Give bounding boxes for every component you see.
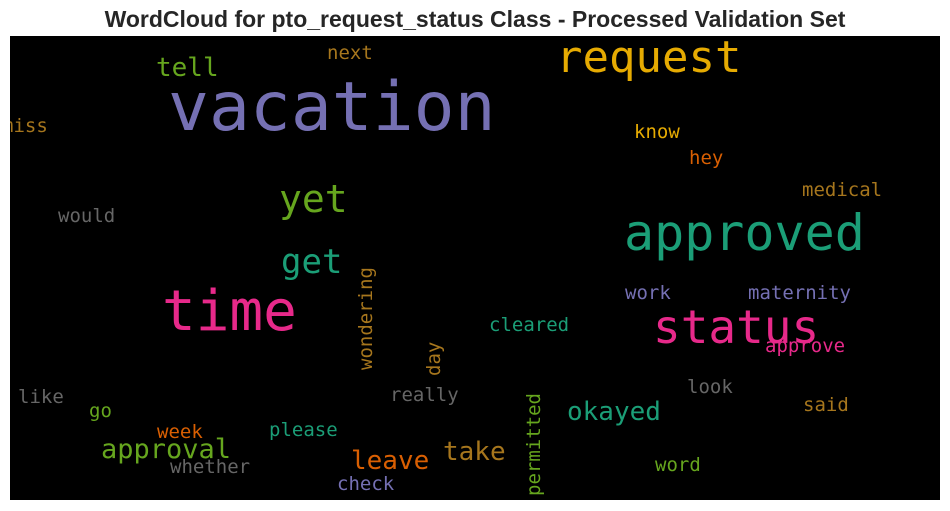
word-like: like [18,386,64,408]
word-approve: approve [765,335,845,357]
word-word: word [655,454,701,476]
word-whether: whether [170,456,250,478]
word-miss: miss [10,115,48,137]
word-leave: leave [351,446,429,476]
word-get: get [281,242,342,282]
word-next: next [327,42,373,64]
chart-title: WordCloud for pto_request_status Class -… [104,6,846,32]
word-check: check [337,473,395,495]
word-permitted: permitted [523,393,545,496]
word-tell: tell [156,53,219,83]
word-would: would [58,205,115,227]
word-approved: approved [624,204,865,262]
word-yet: yet [279,177,348,221]
word-vacation: vacation [168,68,496,147]
word-maternity: maternity [748,282,851,304]
wordcloud-canvas: vacation approved time status request yet get a… [10,36,940,500]
word-okayed: okayed [567,397,661,427]
word-medical: medical [802,179,882,201]
word-request: request [556,36,741,83]
word-wondering: wondering [355,267,377,370]
word-please: please [269,419,338,441]
word-cleared: cleared [489,314,569,336]
word-status: status [653,300,819,354]
word-said: said [803,394,849,416]
word-work: work [625,282,671,304]
word-approval: approval [101,434,231,465]
word-day: day [423,342,445,376]
word-time: time [162,279,297,344]
word-take: take [443,437,506,467]
word-look: look [687,376,733,398]
word-week: week [157,421,203,443]
wordcloud-svg: vacation approved time status request yet get a… [10,36,882,496]
word-know: know [634,121,680,143]
word-hey: hey [689,147,723,169]
word-go: go [89,400,112,422]
word-really: really [390,384,459,406]
